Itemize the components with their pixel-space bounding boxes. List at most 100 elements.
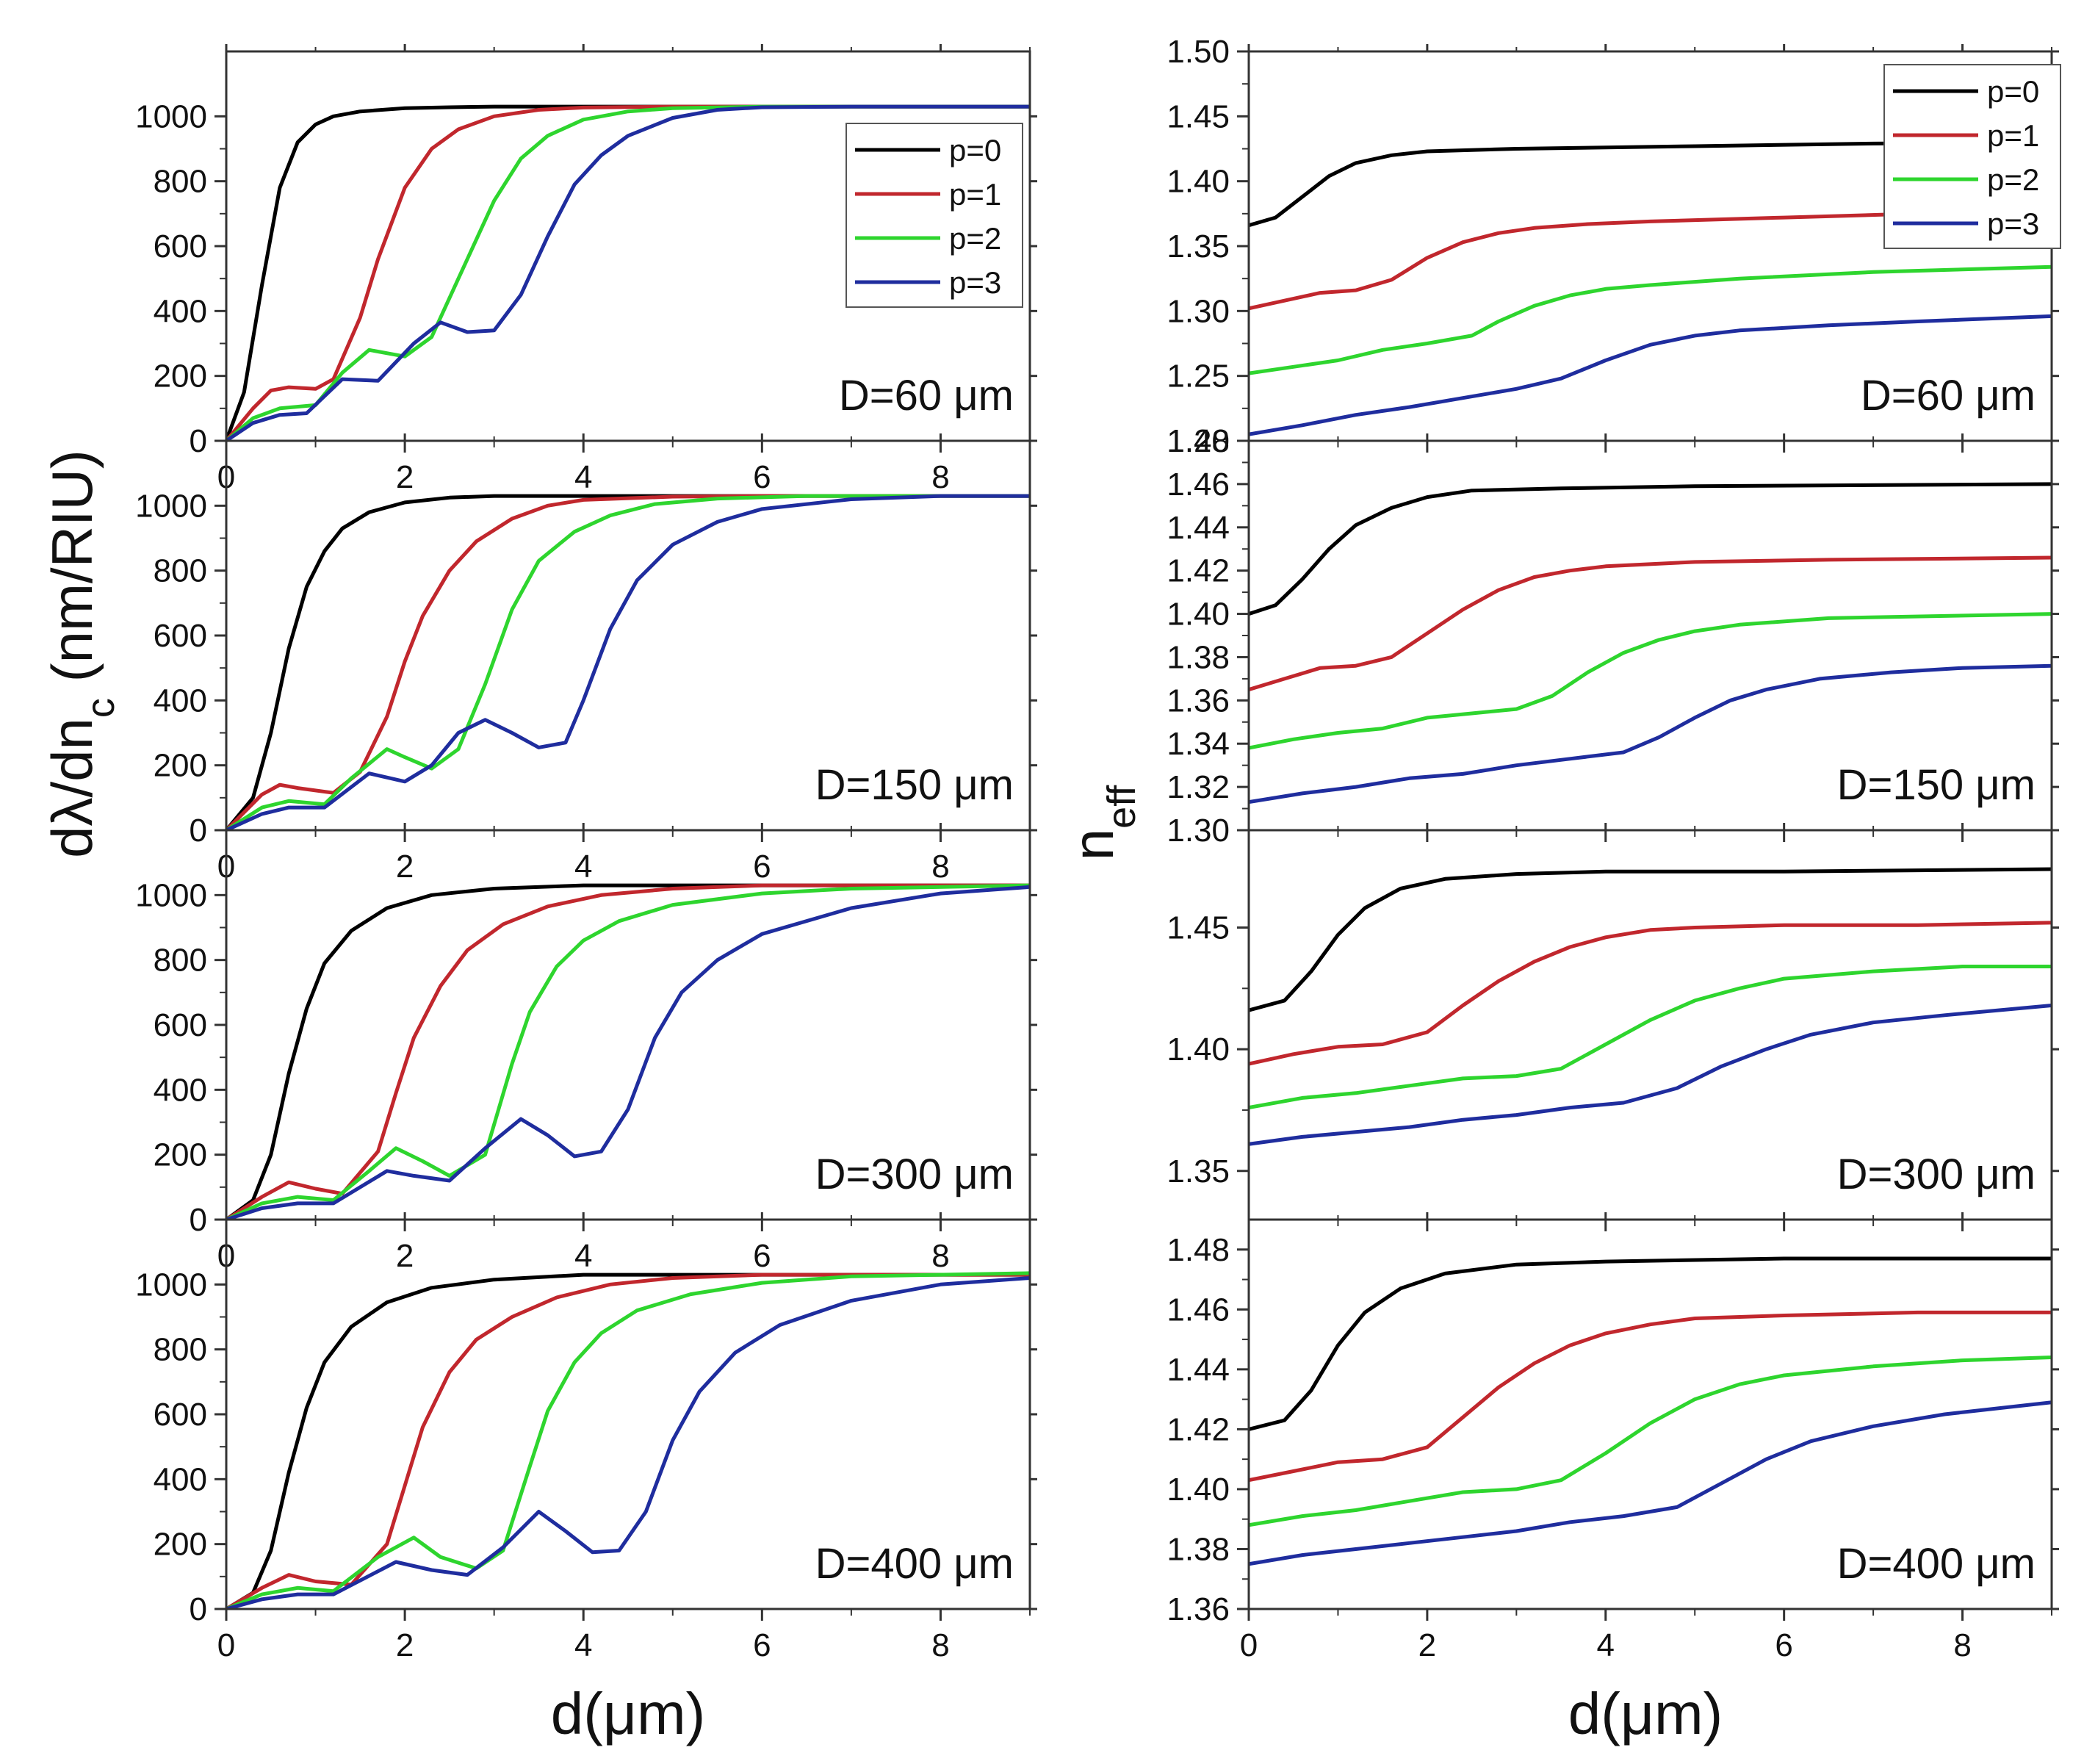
- series-line-p-3: [226, 104, 1030, 441]
- y-tick-label: 1.45: [1167, 910, 1230, 946]
- series-line-p-3: [1249, 1400, 2052, 1566]
- y-tick-label: 0: [190, 1591, 207, 1627]
- y-tick-label: 400: [154, 293, 207, 329]
- y-tick-label: 1.35: [1167, 228, 1230, 264]
- y-tick-label: 400: [154, 1461, 207, 1497]
- series-line-p-0: [1249, 867, 2052, 1012]
- neff-panel-3: 1.35 1.40 1.45 D=300 μm: [1167, 823, 2059, 1231]
- x-tick-label: 6: [753, 849, 771, 885]
- panel-label: D=60 μm: [839, 372, 1014, 420]
- y-tick-label: 200: [154, 1527, 207, 1563]
- series-line-p-3: [226, 1276, 1030, 1609]
- x-tick-label: 6: [1775, 1627, 1792, 1663]
- x-tick-label: 6: [753, 459, 771, 495]
- panel-label: D=150 μm: [815, 761, 1014, 809]
- y-tick-label: 600: [154, 228, 207, 264]
- y-tick-label: 1.46: [1167, 467, 1230, 503]
- y-tick-label: 1.40: [1167, 164, 1230, 200]
- series-line-p-0: [226, 494, 1030, 830]
- y-tick-label: 1.40: [1167, 597, 1230, 633]
- series-line-p-1: [1249, 1310, 2052, 1483]
- y-tick-label: 200: [154, 1137, 207, 1173]
- x-tick-label: 8: [931, 459, 949, 495]
- y-tick-label: 1.44: [1167, 510, 1230, 546]
- panel-label: D=300 μm: [1837, 1151, 2036, 1198]
- x-tick-label: 2: [396, 459, 414, 495]
- x-tick-label: 2: [396, 849, 414, 885]
- y-tick-label: 800: [154, 164, 207, 200]
- y-tick-label: 1.30: [1167, 813, 1230, 849]
- legend: p=0 p=1 p=2 p=3: [846, 123, 1023, 308]
- series-line-p-2: [226, 1271, 1030, 1609]
- y-tick-label: 1.42: [1167, 1411, 1230, 1447]
- series-line-p-2: [226, 104, 1030, 441]
- x-tick-label: 6: [753, 1627, 771, 1663]
- y-tick-label: 200: [154, 748, 207, 784]
- legend-box: [1883, 64, 2061, 249]
- x-tick-label: 4: [574, 1238, 592, 1274]
- series-line-p-2: [1249, 612, 2052, 750]
- series-line-p-3: [1249, 663, 2052, 804]
- y-tick-label: 1000: [135, 877, 207, 913]
- y-tick-label: 1.48: [1167, 1232, 1230, 1268]
- axes-frame: [1247, 1218, 2053, 1610]
- y-tick-label: 0: [190, 423, 207, 459]
- legend-label: p=3: [949, 265, 1001, 300]
- left-x-axis-label: d(μm): [551, 1681, 706, 1746]
- legend-box: [846, 123, 1023, 308]
- series-line-p-0: [226, 1272, 1030, 1609]
- x-tick-label: 2: [396, 1627, 414, 1663]
- series-line-p-2: [226, 883, 1030, 1220]
- panel-label: D=400 μm: [815, 1540, 1014, 1588]
- x-tick-label: 4: [574, 459, 592, 495]
- legend-label: p=2: [949, 221, 1001, 256]
- y-tick-label: 1.34: [1167, 726, 1230, 762]
- panel-label: D=400 μm: [1837, 1540, 2036, 1588]
- series-line-p-1: [1249, 555, 2052, 692]
- sensitivity-panel-4: 0 200 400 600 800 1000 0 2 4 6 8 D=400 μm: [135, 1212, 1037, 1663]
- y-tick-label: 1000: [135, 488, 207, 524]
- y-tick-label: 1.48: [1167, 423, 1230, 459]
- y-tick-label: 800: [154, 943, 207, 979]
- series-line-p-3: [226, 885, 1030, 1220]
- x-tick-label: 2: [396, 1238, 414, 1274]
- y-tick-label: 1.36: [1167, 683, 1230, 719]
- series-line-p-2: [226, 494, 1030, 830]
- y-tick-label: 1.36: [1167, 1591, 1230, 1627]
- y-tick-label: 1.46: [1167, 1292, 1230, 1328]
- series-line-p-0: [1249, 140, 2052, 228]
- y-tick-label: 400: [154, 1072, 207, 1108]
- series-line-p-2: [1249, 965, 2052, 1110]
- y-tick-label: 1.40: [1167, 1472, 1230, 1508]
- x-tick-label: 8: [931, 849, 949, 885]
- series-line-p-1: [226, 104, 1030, 441]
- legend: p=0 p=1 p=2 p=3: [1883, 64, 2061, 249]
- x-tick-label: 6: [753, 1238, 771, 1274]
- y-tick-label: 0: [190, 813, 207, 849]
- y-tick-label: 1000: [135, 98, 207, 134]
- y-tick-label: 1.35: [1167, 1153, 1230, 1189]
- series-line-p-0: [1249, 1256, 2052, 1431]
- legend-label: p=1: [1987, 118, 2039, 153]
- y-tick-label: 600: [154, 618, 207, 654]
- y-tick-label: 0: [190, 1202, 207, 1238]
- y-tick-label: 1.20: [1167, 423, 1230, 459]
- y-tick-label: 1.38: [1167, 1531, 1230, 1567]
- y-tick-label: 1.42: [1167, 553, 1230, 589]
- x-tick-label: 8: [1953, 1627, 1971, 1663]
- series-line-p-3: [226, 494, 1030, 830]
- series-line-p-1: [1249, 208, 2052, 311]
- y-tick-label: 800: [154, 1332, 207, 1368]
- y-tick-label: 1.30: [1167, 293, 1230, 329]
- series-line-p-3: [1249, 1004, 2052, 1146]
- y-tick-label: 600: [154, 1007, 207, 1043]
- panel-label: D=60 μm: [1861, 372, 2036, 420]
- neff-panel-2: 1.30 1.32 1.34 1.36 1.38 1.40 1.42 1.44 1.46 1.48…: [1167, 423, 2059, 849]
- neff-panel-1: 1.201.251.301.351.401.451.50D=60 μmp=0p=…: [1167, 34, 2061, 459]
- series-line-p-1: [1249, 921, 2052, 1066]
- y-tick-label: 1.40: [1167, 1032, 1230, 1068]
- x-tick-label: 4: [1597, 1627, 1615, 1663]
- series-line-p-3: [1249, 314, 2052, 436]
